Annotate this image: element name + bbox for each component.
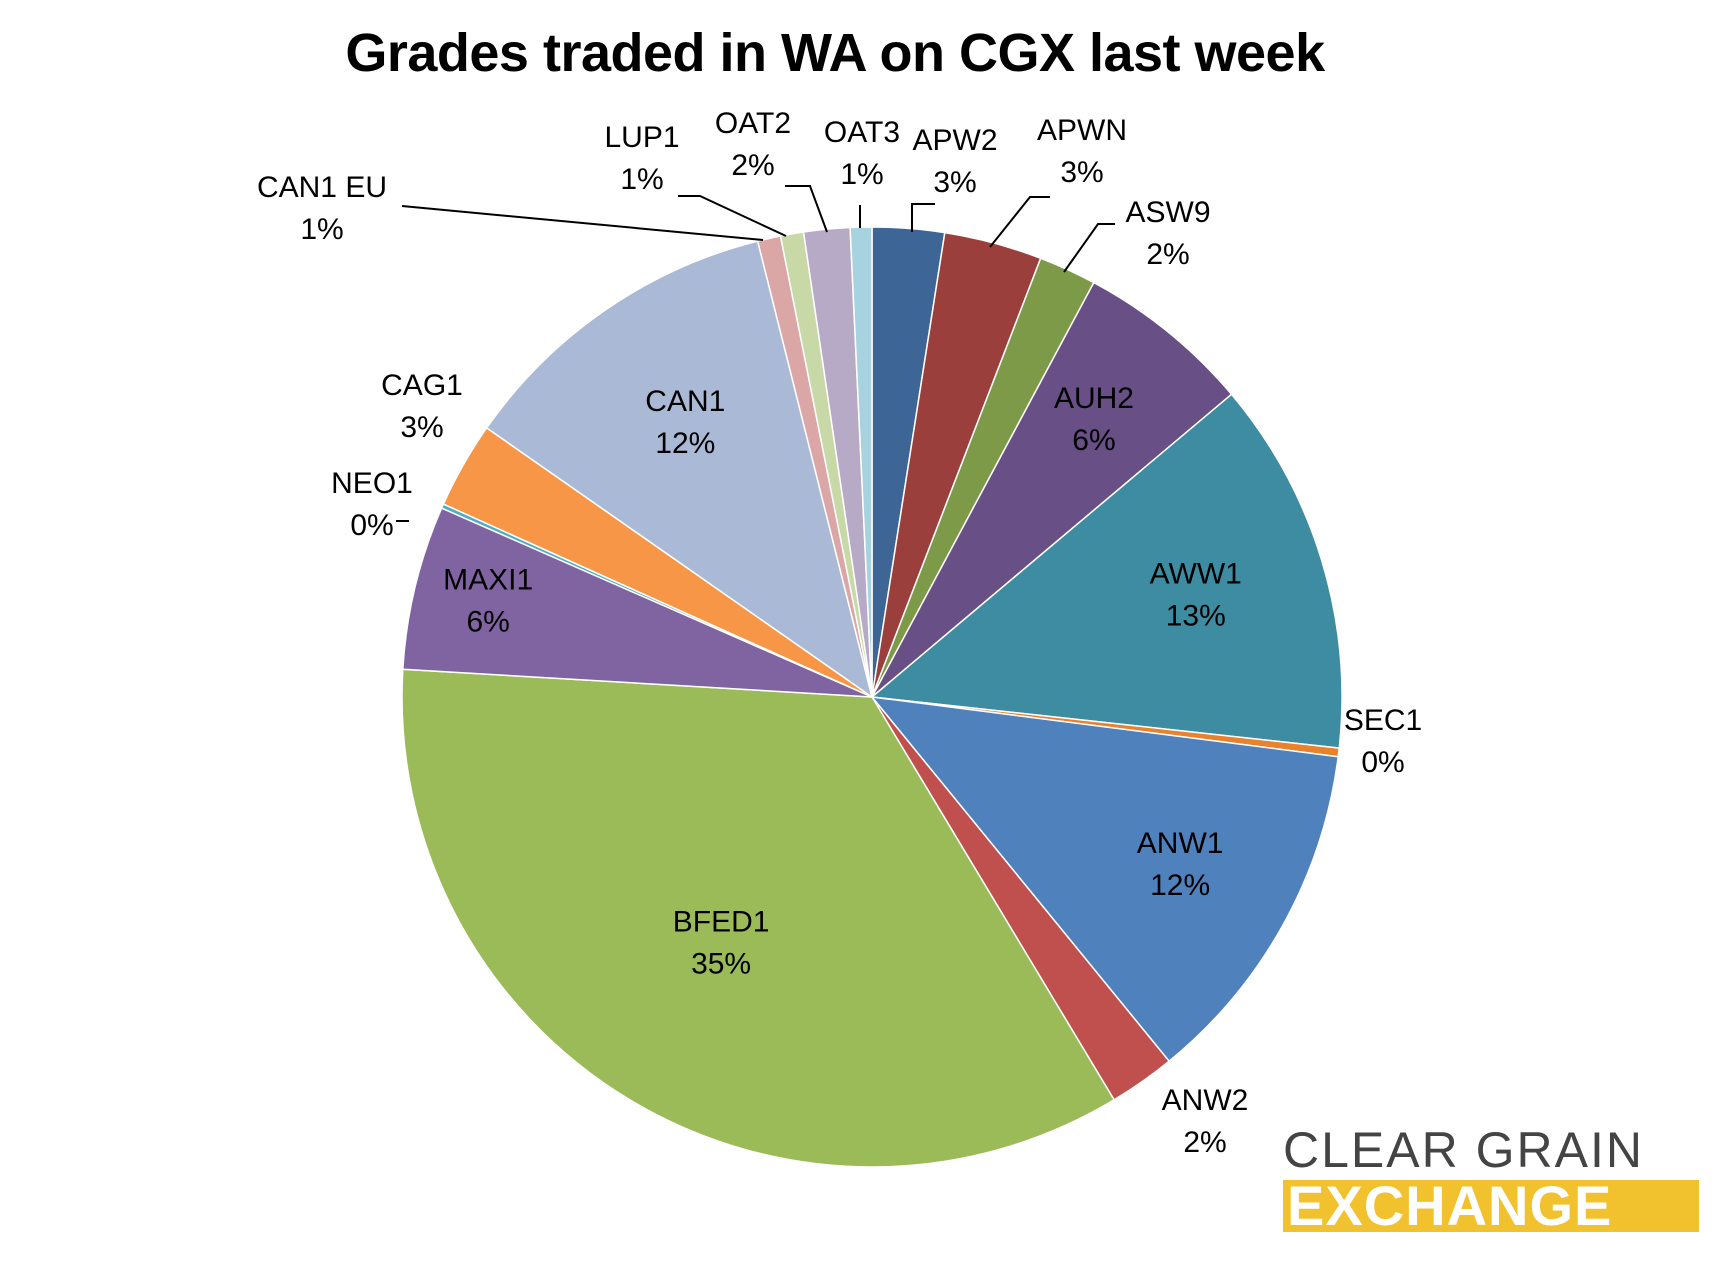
slice-name-label: LUP1 <box>604 121 679 154</box>
slice-percent-label: 2% <box>1146 238 1189 271</box>
slice-percent-label: 3% <box>1060 156 1103 189</box>
slice-percent-label: 3% <box>400 411 443 444</box>
slice-percent-label: 0% <box>350 509 393 542</box>
slice-labels: APW2 3% APWN 3% ASW9 2% AUH2 6% AWW1 13% SEC1 0% ANW… <box>257 107 1422 1159</box>
logo-line-2: EXCHANGE <box>1287 1180 1613 1232</box>
slice-oat3 <box>849 226 873 698</box>
chart-title: Grades traded in WA on CGX last week <box>345 23 1325 83</box>
leader-line-lup1 <box>678 195 787 237</box>
slice-name-label: OAT2 <box>715 107 791 140</box>
slice-percent-label: 0% <box>1361 746 1404 779</box>
slice-name-label: CAN1 <box>645 385 725 418</box>
leader-line-asw9 <box>1063 223 1115 273</box>
slice-bfed1 <box>401 668 1116 1168</box>
slice-name-label: APW2 <box>912 124 997 157</box>
pie-slices <box>401 226 1343 1168</box>
slice-name-label: OAT3 <box>824 116 900 149</box>
slice-anw1 <box>870 696 1340 1063</box>
slice-name-label: AUH2 <box>1054 382 1134 415</box>
logo-line-1: CLEAR GRAIN <box>1283 1122 1644 1178</box>
slice-name-label: NEO1 <box>331 467 413 500</box>
slice-name-label: ANW2 <box>1162 1084 1249 1117</box>
slice-percent-label: 12% <box>1150 869 1210 902</box>
slice-name-label: CAG1 <box>381 369 463 402</box>
slice-name-label: CAN1 EU <box>257 171 387 204</box>
slice-percent-label: 6% <box>467 606 510 639</box>
leader-line-oat2 <box>785 185 828 233</box>
leader-lines <box>396 185 1115 522</box>
slice-can1 <box>485 240 874 699</box>
slice-percent-label: 1% <box>300 213 343 246</box>
slice-percent-label: 3% <box>933 166 976 199</box>
slice-percent-label: 12% <box>655 427 715 460</box>
slice-name-label: ANW1 <box>1137 827 1224 860</box>
slice-percent-label: 1% <box>840 158 883 191</box>
slice-aww1 <box>870 393 1343 749</box>
slice-name-label: MAXI1 <box>443 564 533 597</box>
leader-line-apwn <box>989 196 1050 248</box>
leader-line-can1-eu <box>401 205 764 241</box>
slice-percent-label: 2% <box>731 149 774 182</box>
slice-name-label: BFED1 <box>673 905 770 938</box>
slice-name-label: APWN <box>1037 114 1127 147</box>
logo-band: EXCHANGE <box>1283 1180 1699 1232</box>
slice-percent-label: 1% <box>620 163 663 196</box>
slice-maxi1 <box>402 507 873 698</box>
slice-percent-label: 13% <box>1166 599 1226 632</box>
slice-name-label: AWW1 <box>1150 557 1242 590</box>
slice-percent-label: 6% <box>1072 424 1115 457</box>
leader-line-apw2 <box>911 203 935 232</box>
clear-grain-exchange-logo: CLEAR GRAIN EXCHANGE <box>1283 1122 1699 1232</box>
slice-auh2 <box>871 281 1233 698</box>
slice-percent-label: 2% <box>1183 1126 1226 1159</box>
slice-name-label: ASW9 <box>1125 196 1210 229</box>
slice-name-label: SEC1 <box>1344 704 1422 737</box>
slice-percent-label: 35% <box>691 947 751 980</box>
